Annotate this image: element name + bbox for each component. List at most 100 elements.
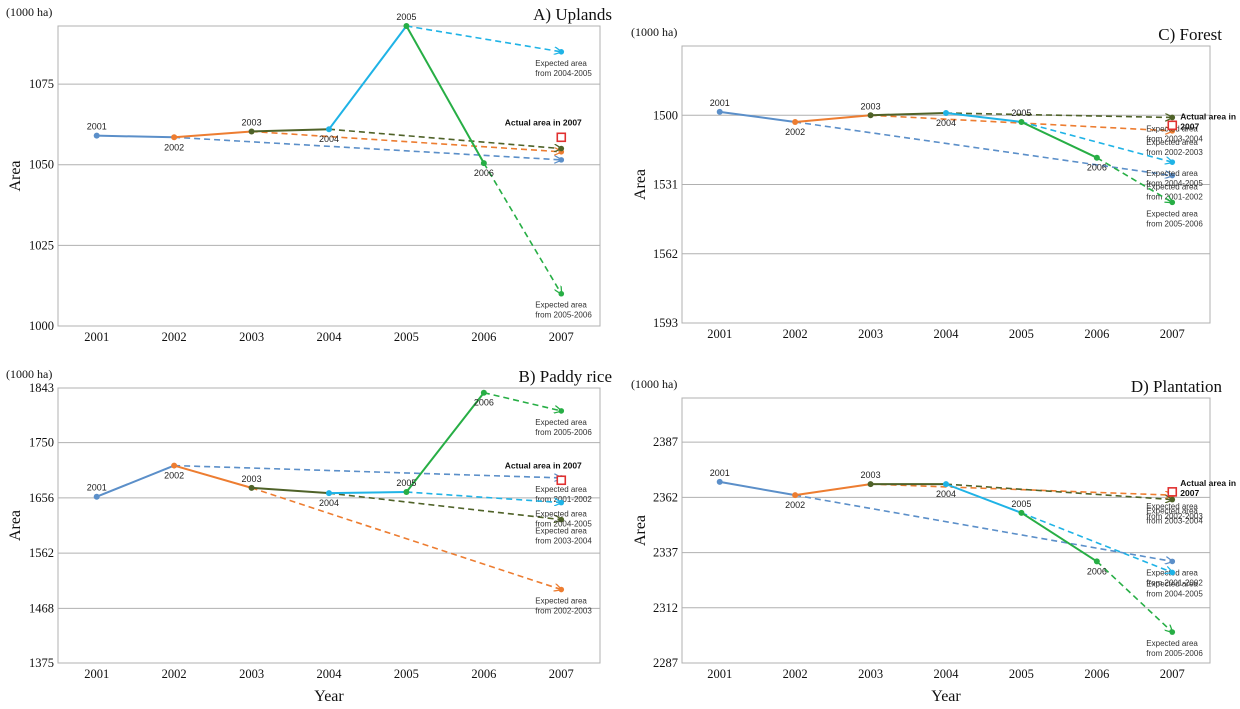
observed-point [716, 108, 723, 115]
expected-line-2005 [483, 162, 561, 294]
x-tick-label: 2001 [707, 327, 732, 341]
point-label: 2006 [1087, 163, 1107, 173]
x-tick-label: 2004 [934, 327, 960, 341]
expected-point [1169, 496, 1176, 503]
observed-point [403, 23, 410, 29]
expected-label: Expected area [535, 597, 587, 606]
chart-paddy-rice: 1375 1468 1562 1656 1750 1843 2001 2002 2003 2004… [6, 367, 612, 705]
unit-label: (1000 ha) [6, 5, 52, 19]
observed-segment [96, 464, 175, 498]
observed-segment [251, 128, 330, 133]
point-label: 2002 [785, 127, 805, 137]
observed-segment [251, 486, 330, 495]
expected-label: Expected area [1146, 169, 1198, 178]
expected-label: from 2005-2006 [1146, 219, 1203, 228]
x-tick-label: 2005 [1009, 327, 1034, 341]
y-tick-label: 2287 [653, 656, 678, 670]
point-label: 2003 [242, 117, 262, 127]
point-label: 2005 [1011, 499, 1031, 509]
chart-title: B) Paddy rice [519, 367, 612, 386]
x-tick-label: 2007 [1160, 327, 1185, 341]
expected-label: from 2005-2006 [535, 428, 592, 437]
expected-point [1169, 199, 1176, 206]
x-tick-label: 2007 [549, 667, 574, 681]
point-label: 2001 [87, 122, 107, 132]
observed-segment [173, 464, 252, 489]
expected-label: from 2005-2006 [1146, 649, 1203, 658]
expected-line-2004 [1021, 121, 1172, 162]
actual-area-label: Actual area in [1180, 111, 1236, 121]
expected-label: from 2003-2004 [1146, 134, 1203, 143]
actual-area-label: 2007 [1180, 121, 1199, 131]
expected-line-2003 [328, 492, 561, 519]
expected-point [558, 516, 565, 523]
expected-label: from 2004-2005 [1146, 589, 1203, 598]
y-axis-label: Area [7, 160, 24, 191]
expected-line-2002 [251, 130, 562, 151]
actual-area-marker [1167, 120, 1178, 131]
expected-label: Expected area [1146, 138, 1198, 147]
observed-point [248, 128, 255, 135]
y-tick-label: 1500 [653, 108, 678, 122]
actual-area-marker [1167, 487, 1178, 497]
observed-segment [719, 110, 796, 123]
point-label: 2006 [474, 398, 494, 408]
y-axis-label: Area [632, 169, 649, 200]
observed-point [403, 489, 410, 496]
observed-point [943, 481, 949, 488]
point-label: 2004 [936, 489, 956, 499]
observed-point [93, 132, 100, 139]
observed-point [792, 492, 799, 499]
observed-point [1018, 118, 1025, 125]
y-tick-label: 1375 [29, 656, 54, 670]
expected-line-2005 [483, 391, 561, 411]
expected-line-2001 [174, 136, 561, 160]
expected-line-2002 [251, 487, 562, 590]
observed-segment [405, 392, 485, 493]
y-tick-label: 1075 [29, 77, 54, 91]
x-tick-label: 2004 [317, 667, 343, 681]
plot-frame [681, 397, 1211, 664]
x-tick-label: 2006 [471, 667, 496, 681]
expected-label: Expected area [1146, 502, 1198, 511]
observed-point [1093, 558, 1100, 565]
expected-label: Expected area [1146, 209, 1198, 218]
observed-point [93, 493, 100, 500]
expected-label: from 2001-2002 [1146, 193, 1203, 202]
x-tick-label: 2004 [934, 667, 960, 681]
expected-line-2005 [1096, 157, 1172, 203]
x-tick-label: 2002 [783, 667, 808, 681]
expected-label: from 2001-2002 [535, 495, 592, 504]
observed-point [171, 462, 178, 469]
actual-area-label: Actual area in 2007 [505, 460, 582, 470]
point-label: 2002 [164, 471, 184, 481]
x-tick-label: 2002 [162, 667, 187, 681]
actual-area-marker [556, 475, 567, 486]
chart-forest: 1500 1531 1562 1593 2001 2002 2003 2004 2005 2006… [631, 25, 1236, 341]
expected-line-2004 [406, 25, 561, 52]
observed-segment [1021, 121, 1098, 159]
point-label: 2001 [710, 98, 730, 108]
expected-label: Expected area [535, 418, 587, 427]
chart-title: D) Plantation [1131, 377, 1223, 396]
y-tick-label: 1025 [29, 238, 54, 252]
observed-point [1018, 509, 1025, 516]
x-tick-label: 2003 [239, 330, 264, 344]
x-tick-label: 2003 [239, 667, 264, 681]
actual-area-label: Actual area in [1180, 478, 1236, 488]
point-label: 2003 [242, 474, 262, 484]
observed-point [867, 112, 874, 119]
observed-segment [405, 25, 485, 164]
expected-label: from 2004-2005 [1146, 179, 1203, 188]
chart-title: A) Uplands [533, 5, 612, 24]
expected-point [558, 499, 565, 506]
expected-label: Expected area [1146, 183, 1198, 192]
expected-label: Expected area [535, 59, 587, 68]
chart-title: C) Forest [1158, 25, 1222, 44]
y-tick-label: 1468 [29, 601, 54, 615]
x-axis-label: Year [931, 688, 961, 705]
expected-point [1169, 114, 1176, 121]
observed-point [867, 481, 874, 488]
expected-point [1169, 629, 1176, 635]
observed-segment [719, 480, 796, 497]
